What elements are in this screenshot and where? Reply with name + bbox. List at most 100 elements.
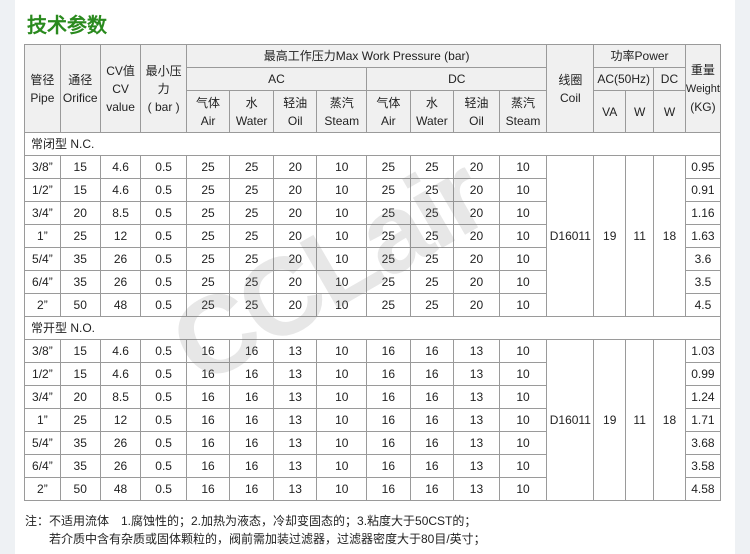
header-media: 轻油 Oil <box>453 90 500 133</box>
table-cell: 25 <box>366 178 411 202</box>
table-cell: 1” <box>24 224 61 248</box>
table-cell: 25 <box>409 155 455 179</box>
section-label: 常闭型 N.C. <box>24 132 721 156</box>
table-cell: 25 <box>366 270 411 294</box>
table-cell: 10 <box>498 431 548 455</box>
table-cell: 16 <box>409 385 455 409</box>
table-cell: 25 <box>229 270 275 294</box>
table-cell: 25 <box>229 178 275 202</box>
table-cell: 25 <box>229 155 275 179</box>
table-cell: 5/4” <box>24 247 61 271</box>
table-cell: 20 <box>453 247 500 271</box>
table-cell: 26 <box>99 431 142 455</box>
w_ac-cell: 11 <box>625 155 655 317</box>
header-va: VA <box>593 90 627 133</box>
header-media: 水 Water <box>409 90 455 133</box>
table-cell: 10 <box>498 270 548 294</box>
table-cell: 25 <box>366 155 411 179</box>
table-cell: 13 <box>453 385 500 409</box>
table-cell: 25 <box>409 224 455 248</box>
table-cell: 1/2” <box>24 362 61 386</box>
table-cell: 26 <box>99 270 142 294</box>
va-cell: 19 <box>593 155 627 317</box>
table-row: 1/2” 15 4.6 0.5 25 25 20 10 25 25 20 10 0.91 <box>24 178 722 202</box>
table-cell: 15 <box>59 155 101 179</box>
section-label: 常开型 N.O. <box>24 316 721 340</box>
table-cell: 1” <box>24 408 61 432</box>
table-cell: 10 <box>316 155 368 179</box>
table-cell: 25 <box>229 224 275 248</box>
header-w-dc: W <box>653 90 686 133</box>
table-cell: 16 <box>409 339 455 363</box>
table-cell: 3/4” <box>24 385 61 409</box>
header-media: 轻油 Oil <box>273 90 318 133</box>
weight-cell: 1.24 <box>684 385 722 409</box>
table-cell: 10 <box>316 431 368 455</box>
header-power: 功率Power <box>593 44 686 68</box>
table-cell: 25 <box>185 224 231 248</box>
table-cell: 15 <box>59 178 101 202</box>
table-cell: 26 <box>99 247 142 271</box>
table-cell: 35 <box>59 247 101 271</box>
table-cell: 12 <box>99 224 142 248</box>
coil-cell: D16011 <box>546 155 595 317</box>
table-cell: 20 <box>453 293 500 317</box>
table-cell: 16 <box>229 339 275 363</box>
table-cell: 10 <box>498 362 548 386</box>
table-cell: 15 <box>59 339 101 363</box>
table-cell: 25 <box>229 201 275 225</box>
header-dc: DC <box>366 67 548 91</box>
table-cell: 0.5 <box>140 270 187 294</box>
table-cell: 25 <box>409 270 455 294</box>
table-cell: 25 <box>59 224 101 248</box>
header-ac50: AC(50Hz) <box>593 67 655 91</box>
table-cell: 16 <box>185 339 231 363</box>
table-cell: 4.6 <box>99 155 142 179</box>
table-cell: 12 <box>99 408 142 432</box>
table-cell: 48 <box>99 293 142 317</box>
w_dc-cell: 18 <box>653 155 686 317</box>
spec-table: 管径 Pipe 通径 Orifice CV值 CV value 最小压力( bar ) … <box>24 44 722 501</box>
header-weight: 重量 Weight (KG) <box>684 44 722 133</box>
table-row: 5/4” 35 26 0.5 16 16 13 10 16 16 13 10 3.68 <box>24 431 722 455</box>
table-cell: 10 <box>498 224 548 248</box>
section-row: 常闭型 N.C. <box>24 132 721 156</box>
table-cell: 25 <box>185 293 231 317</box>
table-cell: 10 <box>316 454 368 478</box>
table-cell: 16 <box>229 431 275 455</box>
table-cell: 20 <box>453 270 500 294</box>
weight-cell: 3.5 <box>684 270 722 294</box>
table-cell: 0.5 <box>140 477 187 501</box>
table-cell: 0.5 <box>140 224 187 248</box>
table-cell: 10 <box>498 293 548 317</box>
header-media: 气体 Air <box>185 90 231 133</box>
table-cell: 0.5 <box>140 408 187 432</box>
coil-cell: D16011 <box>546 339 595 501</box>
table-cell: 10 <box>316 293 368 317</box>
table-cell: 10 <box>498 155 548 179</box>
table-row: 3/8” 15 4.6 0.5 25 25 20 10 25 25 20 10 D16011 19 11 18… <box>24 155 722 317</box>
table-cell: 35 <box>59 431 101 455</box>
weight-cell: 1.71 <box>684 408 722 432</box>
header-max-pressure: 最高工作压力Max Work Pressure (bar) <box>185 44 548 68</box>
table-cell: 13 <box>273 431 318 455</box>
weight-cell: 1.16 <box>684 201 722 225</box>
table-cell: 13 <box>453 339 500 363</box>
table-cell: 1/2” <box>24 178 61 202</box>
table-cell: 13 <box>273 408 318 432</box>
table-cell: 16 <box>409 431 455 455</box>
header-media: 蒸汽 Steam <box>316 90 368 133</box>
table-cell: 10 <box>316 477 368 501</box>
table-cell: 20 <box>453 201 500 225</box>
table-cell: 35 <box>59 454 101 478</box>
weight-cell: 0.95 <box>684 155 722 179</box>
table-cell: 25 <box>229 293 275 317</box>
table-cell: 2” <box>24 477 61 501</box>
weight-cell: 0.91 <box>684 178 722 202</box>
table-cell: 3/8” <box>24 339 61 363</box>
table-cell: 50 <box>59 477 101 501</box>
table-cell: 20 <box>453 155 500 179</box>
table-cell: 10 <box>316 385 368 409</box>
table-cell: 25 <box>409 293 455 317</box>
table-cell: 20 <box>273 247 318 271</box>
